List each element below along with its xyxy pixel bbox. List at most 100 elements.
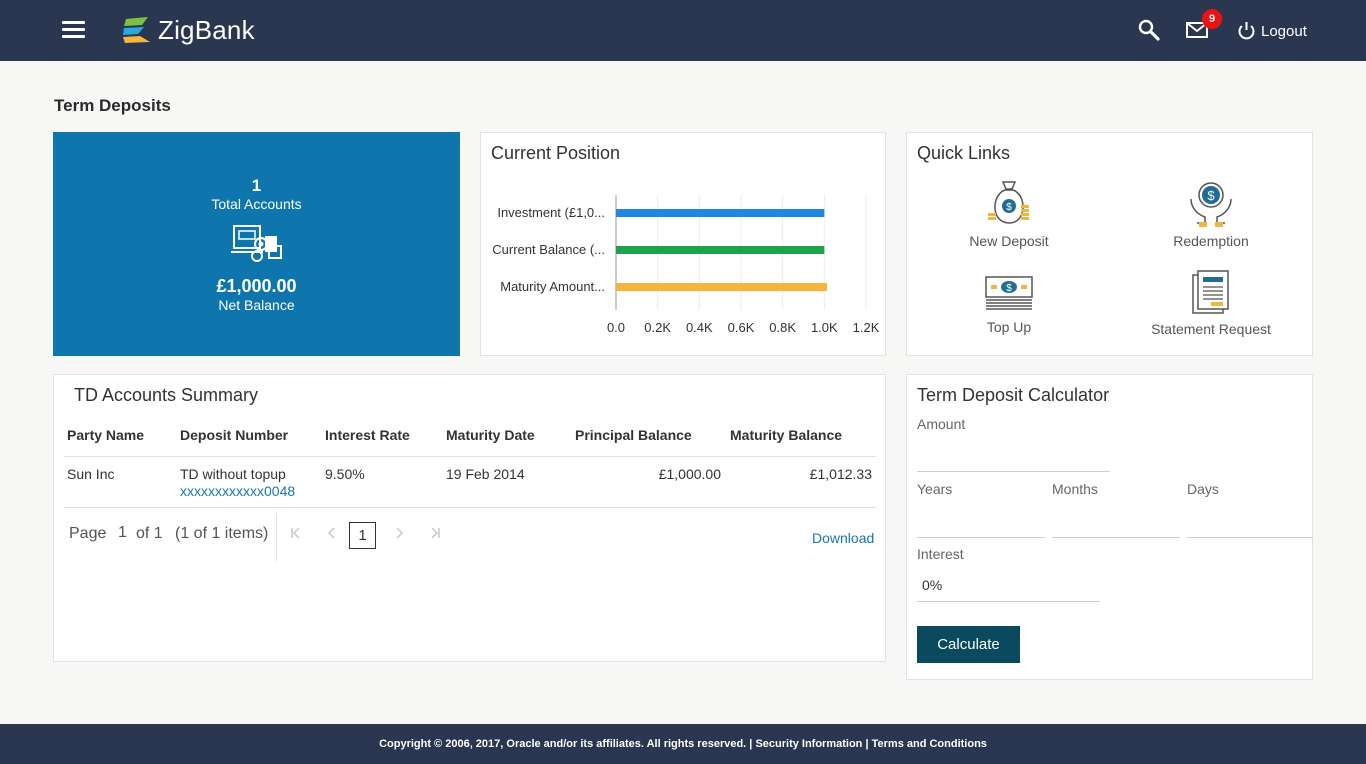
pager-current-page[interactable]: 1 (349, 522, 376, 549)
first-page-icon (291, 527, 300, 539)
logout-label: Logout (1261, 22, 1307, 40)
pager-of-label: of 1 (136, 525, 163, 542)
years-label: Years (917, 481, 953, 497)
pager-first-button[interactable] (290, 526, 302, 545)
terms-and-conditions-link[interactable]: Terms and Conditions (871, 738, 987, 750)
column-header: Maturity Balance (730, 427, 843, 443)
money-bag-icon: $ (988, 181, 1029, 224)
total-accounts-label: Total Accounts (211, 196, 302, 212)
chart-x-tick-label: 0.2K (644, 320, 671, 335)
pager-page-label: Page (69, 525, 107, 542)
top-header: ZigBank 9 Logout (0, 0, 1366, 61)
current-position-title: Current Position (491, 143, 621, 163)
svg-text:$: $ (1006, 202, 1012, 213)
chart-x-tick-label: 1.2K (853, 320, 880, 335)
quick-links-title: Quick Links (917, 143, 1011, 163)
amount-label: Amount (917, 416, 966, 432)
quick-links-panel: Quick Links $ New Deposit $ Redemption (906, 132, 1313, 356)
mail-count-badge: 9 (1202, 9, 1222, 29)
chart-bar (616, 283, 827, 291)
quick-link-statement-request[interactable]: Statement Request (1111, 269, 1311, 337)
chart-x-tick-label: 0.6K (728, 320, 755, 335)
chart-category-label: Current Balance (... (492, 242, 605, 257)
quick-link-label: Statement Request (1151, 321, 1271, 337)
net-balance-label: Net Balance (218, 297, 295, 313)
amount-underline (917, 471, 1110, 472)
footer-separator: | (862, 738, 872, 750)
chevron-right-icon (396, 527, 404, 539)
summary-title: TD Accounts Summary (74, 385, 259, 405)
pager-items-label: (1 of 1 items) (175, 525, 269, 542)
days-input[interactable] (1187, 537, 1313, 538)
quick-link-new-deposit[interactable]: $ New Deposit (909, 179, 1109, 249)
brand-name: ZigBank (158, 14, 255, 45)
term-deposit-calculator-panel: Term Deposit Calculator Amount Years Mon… (906, 374, 1313, 680)
hands-coin-icon: $ (1190, 182, 1232, 227)
statement-document-icon (1192, 270, 1229, 314)
row-divider (64, 507, 876, 508)
interest-underline (917, 601, 1100, 602)
brand-logo[interactable]: ZigBank (122, 14, 255, 46)
logout-button[interactable]: Logout (1237, 20, 1307, 42)
column-header: Maturity Date (446, 427, 535, 443)
pager-page-value[interactable]: 1 (118, 524, 127, 541)
pager-last-button[interactable] (429, 526, 441, 545)
copyright-text: Copyright © 2006, 2017, Oracle and/or it… (379, 738, 747, 750)
page-title: Term Deposits (54, 96, 171, 115)
months-input[interactable] (1052, 537, 1180, 538)
current-position-panel: Current Position 0.0 0.2K 0.4K 0.6K 0.8K 1.0K… (480, 132, 886, 356)
chart-bar (616, 209, 825, 217)
chart-bar (616, 246, 825, 254)
chart-x-tick-label: 0.0 (607, 320, 625, 335)
calculator-title: Term Deposit Calculator (917, 385, 1110, 405)
page-footer: Copyright © 2006, 2017, Oracle and/or it… (0, 724, 1366, 764)
total-accounts-card[interactable]: 1 Total Accounts £1,000.00 Net Balance (53, 132, 460, 356)
quick-link-label: New Deposit (969, 233, 1049, 249)
search-icon[interactable] (1137, 18, 1161, 42)
td-accounts-summary-panel: TD Accounts Summary Party Name Deposit N… (53, 374, 886, 662)
security-information-link[interactable]: Security Information (755, 738, 863, 750)
menu-icon[interactable] (62, 21, 85, 38)
column-header: Party Name (67, 427, 145, 443)
header-divider (64, 456, 876, 457)
column-header: Deposit Number (180, 427, 289, 443)
deposit-accounts-icon (231, 225, 282, 262)
days-label: Days (1187, 481, 1219, 497)
power-icon (1238, 22, 1255, 40)
svg-text:$: $ (1207, 188, 1215, 203)
interest-value: 0% (922, 577, 943, 593)
chart-x-tick-label: 0.8K (769, 320, 796, 335)
chart-category-label: Investment (£1,0... (497, 205, 605, 220)
pager-next-button[interactable] (394, 526, 404, 545)
deposit-name-cell: TD without topup (180, 466, 286, 482)
svg-text:$: $ (1006, 283, 1012, 294)
last-page-icon (431, 527, 440, 539)
pager-divider (276, 513, 277, 561)
pager-prev-button[interactable] (327, 526, 337, 545)
quick-link-redemption[interactable]: $ Redemption (1111, 179, 1311, 249)
amount-input[interactable] (917, 451, 1110, 471)
banknote-stack-icon: $ (985, 276, 1033, 310)
chevron-left-icon (327, 527, 335, 539)
quick-link-label: Top Up (986, 319, 1032, 335)
column-header: Principal Balance (575, 427, 692, 443)
calculate-button[interactable]: Calculate (917, 626, 1020, 663)
maturity-date-cell: 19 Feb 2014 (446, 466, 525, 482)
chart-x-tick-label: 0.4K (686, 320, 713, 335)
quick-link-label: Redemption (1173, 233, 1249, 249)
interest-label: Interest (917, 546, 964, 562)
maturity-balance-cell: £1,012.33 (809, 466, 872, 482)
years-input[interactable] (917, 537, 1045, 538)
current-position-chart: 0.0 0.2K 0.4K 0.6K 0.8K 1.0K 1.2K Investment (£… (492, 195, 880, 335)
quick-link-top-up[interactable]: $ Top Up (909, 271, 1109, 335)
download-link[interactable]: Download (812, 530, 875, 546)
total-accounts-count: 1 (251, 176, 262, 195)
zigbank-logo-icon (123, 17, 150, 43)
party-name-cell: Sun Inc (67, 466, 115, 482)
months-label: Months (1052, 481, 1098, 497)
interest-rate-cell: 9.50% (325, 466, 365, 482)
deposit-number-link[interactable]: xxxxxxxxxxxx0048 (180, 483, 296, 499)
footer-separator: | (746, 738, 756, 750)
net-balance-value: £1,000.00 (216, 276, 297, 296)
principal-balance-cell: £1,000.00 (658, 466, 721, 482)
